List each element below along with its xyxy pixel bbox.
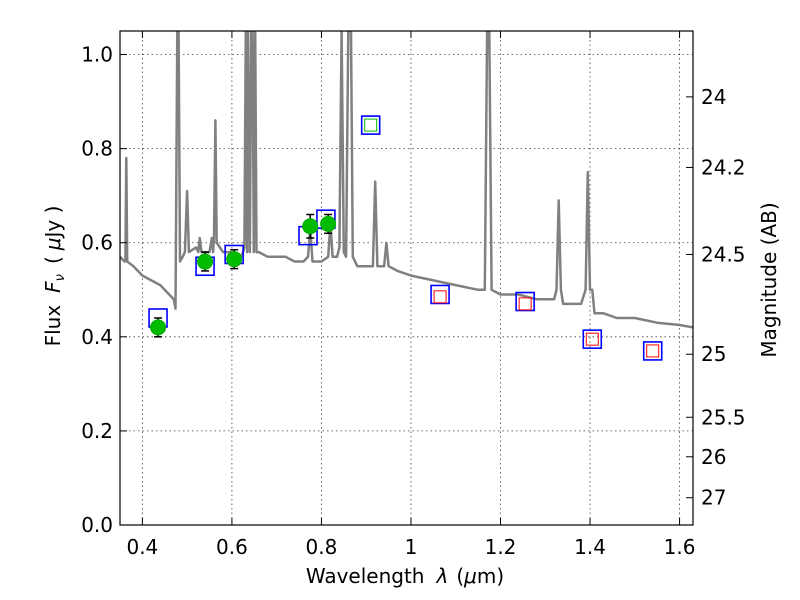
model-point-square [582, 329, 603, 349]
observed-point [302, 218, 319, 235]
grid [120, 31, 693, 526]
y-tick-label: 0.8 [81, 137, 113, 161]
x-tick-label: 1.4 [574, 535, 606, 559]
y2-tick-label: 27 [701, 486, 726, 510]
sed-curve [120, 31, 693, 329]
y2-tick-label: 25 [701, 342, 726, 366]
y2-axis-title: Magnitude (AB) [757, 202, 781, 357]
observed-point [150, 319, 167, 336]
x-axis-title: Wavelength λ (μm) [306, 564, 504, 588]
observed-point [197, 253, 214, 270]
model-point-square [430, 284, 450, 305]
band-point-square [646, 344, 660, 358]
y-tick-label: 0.4 [81, 325, 113, 349]
x-tick-label: 0.4 [126, 535, 158, 559]
y2-tick-label: 24.2 [701, 155, 746, 179]
y-tick-label: 1.0 [81, 43, 113, 67]
band-point-square [518, 297, 532, 311]
x-tick-label: 0.8 [306, 535, 338, 559]
y-tick-label: 0.6 [81, 231, 113, 255]
y-axis-title: FluxFν(μJy ) [41, 206, 68, 347]
plot-frame [119, 30, 694, 526]
model-point-square [642, 341, 663, 361]
observed-point [320, 215, 337, 232]
y-tick-label: 0.2 [81, 419, 113, 443]
plot-area [120, 31, 693, 361]
x-tick-label: 1.6 [664, 535, 696, 559]
band-point-square [364, 118, 378, 132]
model-point-square [360, 115, 381, 135]
y2-tick-label: 24 [701, 85, 726, 109]
band-point-square [585, 332, 599, 346]
y2-tick-label: 25.5 [701, 405, 746, 429]
axis-ticks: 0.4 0.6 0.8 1 1.2 1.4 1.6 0.0 0.2 0.4 0.6 0.8 1.0 24 2… [81, 31, 746, 559]
x-tick-label: 0.6 [216, 535, 248, 559]
observed-point [226, 251, 243, 268]
x-tick-label: 1 [405, 535, 418, 559]
y2-tick-label: 26 [701, 445, 726, 469]
model-point-square [515, 291, 535, 312]
band-point-square [433, 290, 447, 304]
y2-tick-label: 24.5 [701, 242, 746, 266]
y-tick-label: 0.0 [81, 513, 113, 537]
x-tick-label: 1.2 [485, 535, 517, 559]
